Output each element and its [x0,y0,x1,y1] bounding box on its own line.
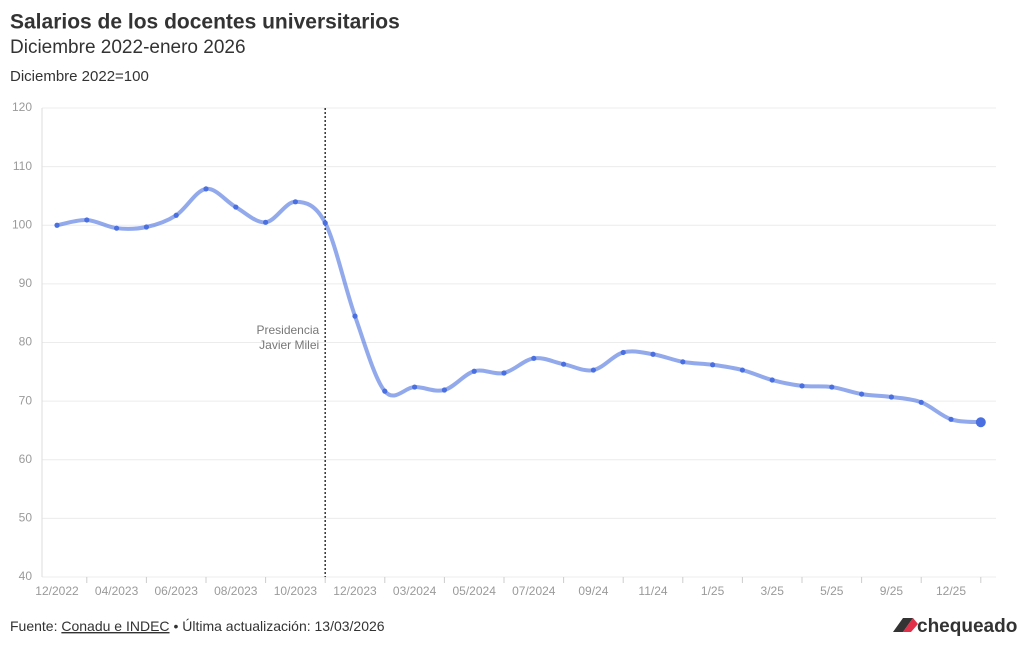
data-point [531,355,537,361]
data-point [173,212,179,218]
y-tick-label: 110 [13,159,32,173]
series-line [55,186,983,425]
data-point [501,370,507,376]
data-point [769,377,775,383]
data-point [322,220,328,226]
x-tick-label: 07/2024 [512,584,556,598]
x-tick-label: 9/25 [880,584,904,598]
x-tick-label: 12/2022 [35,584,79,598]
data-point [263,219,269,225]
data-point [829,384,835,390]
x-tick-label: 5/25 [820,584,844,598]
data-point [382,388,388,394]
x-tick-label: 04/2023 [95,584,139,598]
source-link[interactable]: Conadu e INDEC [61,618,169,634]
y-tick-label: 60 [19,452,33,466]
data-point [114,225,120,231]
y-tick-label: 90 [19,276,33,290]
data-point [918,399,924,405]
data-point [590,367,597,373]
chart-subtitle: Diciembre 2022-enero 2026 [10,37,246,58]
data-point [975,417,986,428]
logo-text: chequeado [917,616,1017,637]
logo: chequeado [893,616,1017,637]
y-tick-label: 50 [19,511,33,525]
x-tick-label: 12/25 [936,584,966,598]
y-axis-label: Diciembre 2022=100 [10,68,149,85]
data-point [799,383,805,389]
x-tick-label: 05/2024 [453,584,497,598]
x-tick-label: 08/2023 [214,584,258,598]
data-point [471,368,477,374]
data-point [888,394,895,400]
data-point [710,362,716,368]
annotation-text: Javier Milei [259,338,319,352]
annotation-text: Presidencia [256,323,319,337]
data-point [233,204,239,210]
data-point [84,217,90,223]
data-point [620,349,626,356]
data-point [859,391,865,397]
data-point [54,222,60,228]
data-point [650,351,656,357]
data-point [412,384,418,390]
data-point [680,359,686,365]
x-tick-label: 3/25 [761,584,785,598]
y-tick-label: 70 [19,393,33,407]
x-tick-label: 1/25 [701,584,725,598]
x-tick-label: 12/2023 [333,584,377,598]
footer-source: Fuente: Conadu e INDEC • Última actualiz… [10,618,385,634]
data-point [203,186,209,192]
y-tick-label: 80 [19,335,33,349]
y-tick-label: 100 [12,217,32,231]
data-point [739,367,746,373]
y-tick-label: 40 [19,569,33,583]
chart-title: Salarios de los docentes universitarios [10,11,400,34]
y-tick-label: 120 [12,100,32,114]
data-point [352,313,358,319]
x-tick-label: 06/2023 [155,584,199,598]
x-tick-label: 10/2023 [274,584,318,598]
data-point [292,199,298,205]
data-point [948,416,954,422]
x-tick-label: 11/24 [638,584,667,598]
data-point [441,387,447,393]
x-tick-label: 09/24 [578,584,608,598]
data-point [143,224,149,230]
x-tick-label: 03/2024 [393,584,437,598]
data-point [561,361,567,367]
